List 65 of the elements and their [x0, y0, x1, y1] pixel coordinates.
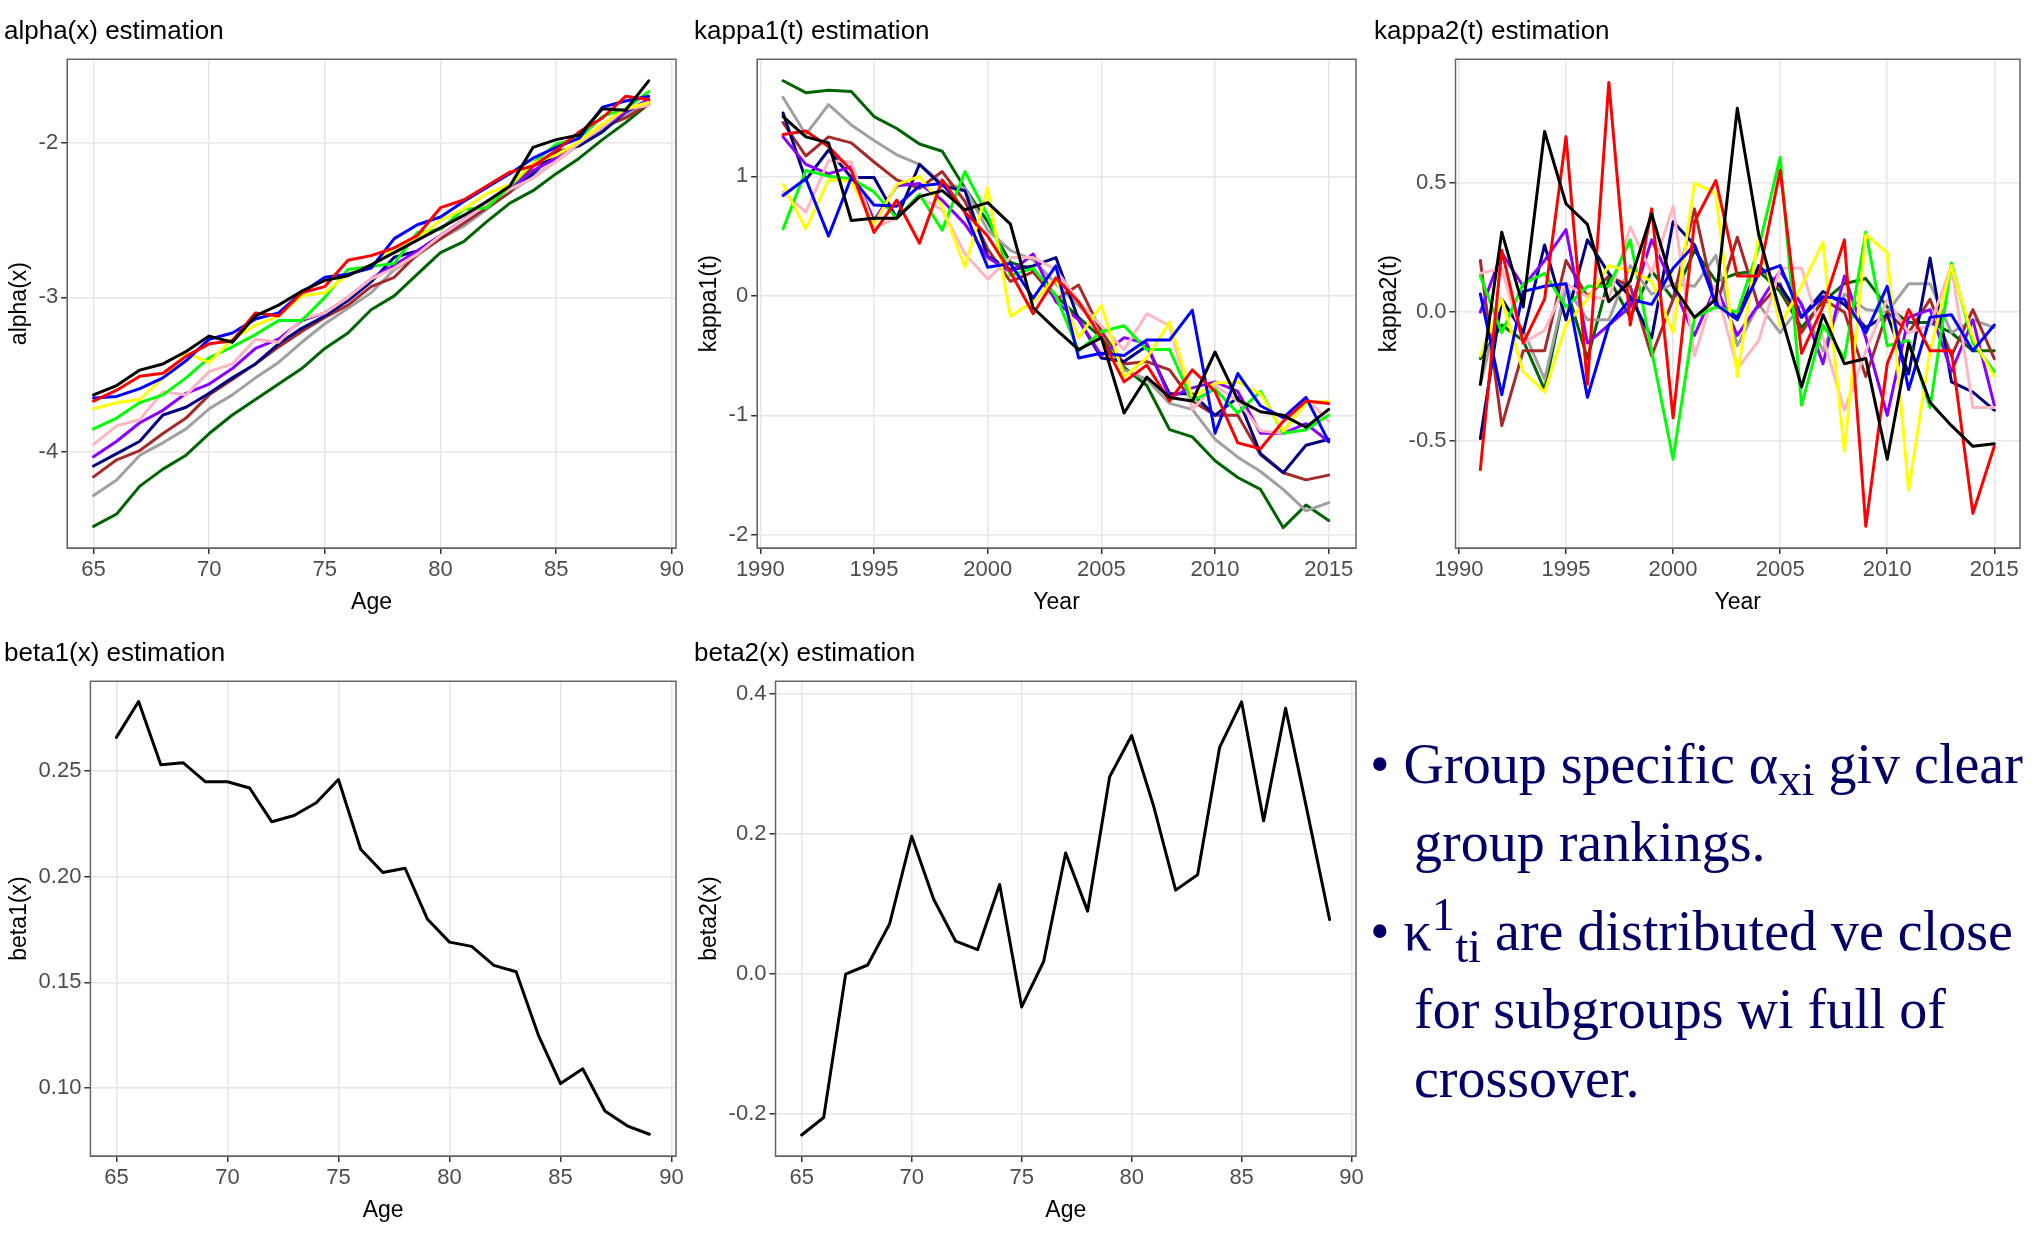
x-tick-label: 65 — [81, 556, 106, 582]
y-tick-label: 0.4 — [735, 680, 767, 706]
y-axis-title: alpha(x) — [5, 262, 32, 346]
y-axis-title: beta2(x) — [695, 876, 722, 961]
x-axis-title: Year — [1033, 587, 1081, 614]
chart-title: kappa2(t) estimation — [1374, 14, 1610, 45]
x-tick-label: 80 — [437, 1164, 462, 1190]
y-tick-label: -2 — [38, 128, 59, 154]
x-tick-label: 75 — [312, 556, 338, 582]
x-tick-label: 2010 — [1862, 556, 1912, 582]
y-tick-label: 0.5 — [1415, 169, 1447, 195]
x-tick-label: 2015 — [1304, 556, 1354, 582]
y-tick-label: 0.20 — [38, 862, 82, 888]
x-tick-label: 1995 — [1541, 556, 1591, 582]
text: • κ$^{1}$$_{ti}$ are distributed ve close for subgroups wi full of crossover. — [1370, 887, 2014, 1111]
chart-title: kappa1(t) estimation — [694, 14, 930, 45]
x-tick-label: 1990 — [1434, 556, 1484, 582]
x-tick-label: 2005 — [1755, 556, 1805, 582]
x-tick-label: 65 — [104, 1164, 129, 1190]
x-tick-label: 2000 — [1648, 556, 1698, 582]
x-tick-label: 70 — [899, 1164, 924, 1190]
x-tick-label: 80 — [1119, 1164, 1144, 1190]
y-tick-label: 0.10 — [38, 1073, 82, 1099]
x-tick-label: 2010 — [1190, 556, 1240, 582]
x-axis-title: Age — [1045, 1195, 1087, 1222]
y-tick-label: -4 — [38, 438, 59, 464]
x-tick-label: 90 — [659, 556, 685, 582]
x-tick-label: 1995 — [849, 556, 899, 582]
x-tick-label: 70 — [215, 1164, 240, 1190]
x-tick-label: 80 — [428, 556, 453, 582]
y-tick-label: 0.0 — [1415, 298, 1447, 324]
x-tick-label: 2005 — [1076, 556, 1126, 582]
x-tick-label: 75 — [326, 1164, 351, 1190]
y-axis-title: beta1(x) — [5, 876, 32, 961]
x-tick-label: 1990 — [735, 556, 785, 582]
y-tick-label: 0.15 — [38, 968, 82, 994]
x-tick-label: 70 — [196, 556, 222, 582]
y-tick-label: 1 — [735, 162, 749, 188]
x-tick-label: 2000 — [963, 556, 1013, 582]
x-tick-label: 75 — [1009, 1164, 1034, 1190]
x-tick-label: 2015 — [1969, 556, 2019, 582]
y-tick-label: 0.0 — [735, 960, 767, 986]
x-tick-label: 85 — [548, 1164, 573, 1190]
chart-title: beta2(x) estimation — [694, 636, 916, 667]
x-axis-title: Age — [351, 587, 393, 614]
y-tick-label: 0.2 — [735, 820, 767, 846]
x-tick-label: 85 — [543, 556, 569, 582]
y-tick-label: -0.5 — [1408, 427, 1447, 453]
x-axis-title: Age — [362, 1195, 404, 1222]
x-tick-label: 90 — [1339, 1164, 1364, 1190]
y-axis-title: kappa2(t) — [1375, 255, 1402, 353]
chart-title: alpha(x) estimation — [4, 14, 224, 45]
x-axis-title: Year — [1714, 587, 1762, 614]
y-tick-label: -3 — [38, 283, 59, 309]
x-tick-label: 65 — [789, 1164, 814, 1190]
text: • Group specific α$_{xi}$ giv clear group rankings. — [1370, 732, 2024, 876]
y-tick-label: -0.2 — [728, 1100, 767, 1126]
chart-title: beta1(x) estimation — [4, 636, 226, 667]
y-tick-label: 0.25 — [38, 757, 82, 783]
y-tick-label: -2 — [728, 520, 749, 546]
y-tick-label: -1 — [728, 401, 749, 427]
y-axis-title: kappa1(t) — [695, 255, 722, 353]
y-tick-label: 0 — [735, 281, 749, 307]
x-tick-label: 85 — [1229, 1164, 1254, 1190]
x-tick-label: 90 — [659, 1164, 684, 1190]
